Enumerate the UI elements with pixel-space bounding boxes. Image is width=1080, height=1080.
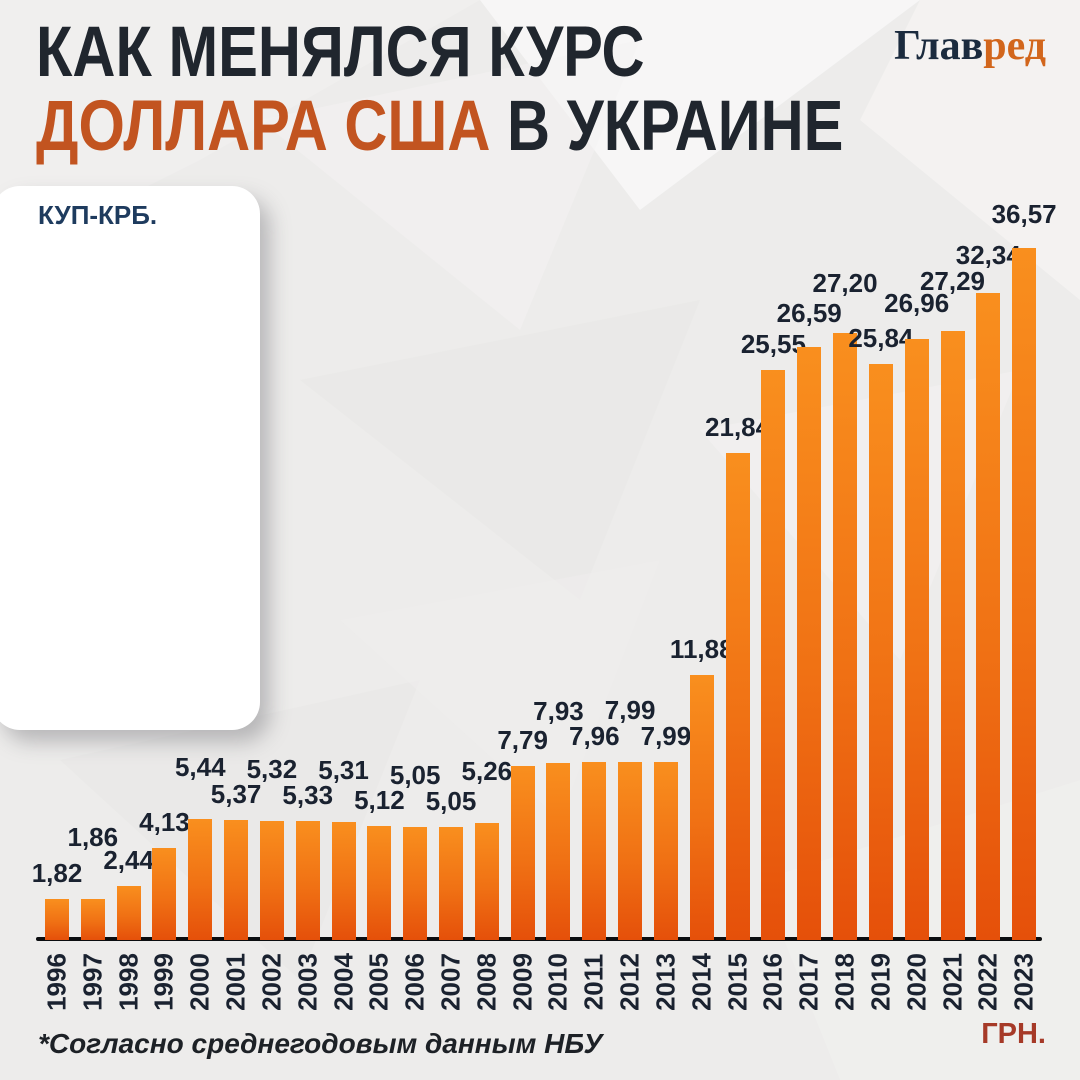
main-bar [188, 819, 213, 940]
main-year-label: 2020 [901, 953, 932, 1011]
main-bar [295, 821, 320, 940]
main-value-label: 5,05 [389, 760, 441, 790]
main-year-label: 1998 [113, 953, 144, 1011]
main-value-label: 25,84 [848, 323, 914, 353]
logo-text-accent: ред [983, 23, 1046, 69]
main-value-label: 21,84 [705, 412, 771, 442]
main-bar [510, 766, 535, 940]
main-value-label: 5,05 [425, 786, 477, 816]
main-bar [940, 331, 965, 940]
page-title: КАК МЕНЯЛСЯ КУРС ДОЛЛАРА США В УКРАИНЕ [36, 16, 997, 164]
main-value-label: 27,29 [919, 266, 986, 296]
main-year-label: 2010 [542, 953, 573, 1011]
main-year-label: 2016 [757, 953, 788, 1011]
inset-chart-title: КУП-КРБ. [38, 200, 158, 230]
main-value-label: 7,93 [533, 696, 584, 726]
main-value-label: 32,34 [955, 240, 1021, 270]
main-bar [1012, 248, 1037, 940]
main-year-label: 2019 [865, 953, 896, 1011]
main-value-label: 5,12 [354, 785, 405, 815]
main-value-label: 5,37 [210, 779, 262, 809]
main-year-label: 2023 [1008, 953, 1039, 1011]
main-bar [367, 826, 392, 940]
main-year-label: 2011 [578, 953, 609, 1011]
inset-card [0, 186, 260, 730]
main-value-label: 27,20 [812, 268, 878, 298]
main-year-label: 2015 [722, 953, 753, 1011]
title-line-2-rest: В УКРАИНЕ [490, 87, 844, 166]
main-bar [689, 675, 714, 940]
title-line-1: КАК МЕНЯЛСЯ КУРС [36, 13, 645, 92]
main-year-label: 2017 [793, 953, 824, 1011]
main-value-label: 36,57 [991, 199, 1057, 229]
main-year-label: 1999 [148, 953, 179, 1011]
main-year-label: 2021 [937, 953, 967, 1011]
main-bar [116, 886, 141, 940]
main-year-label: 2007 [435, 953, 466, 1011]
main-value-label: 7,96 [568, 721, 620, 751]
main-bar [331, 822, 356, 940]
main-year-label: 2014 [686, 953, 717, 1011]
main-year-label: 2002 [256, 953, 287, 1011]
main-year-label: 1997 [77, 953, 108, 1011]
main-year-label: 2018 [829, 953, 860, 1011]
main-bar [725, 453, 750, 940]
main-year-label: 2009 [507, 953, 538, 1011]
main-year-label: 1996 [41, 953, 72, 1011]
main-value-label: 5,44 [174, 752, 226, 782]
title-line-2: ДОЛЛАРА США В УКРАИНЕ [36, 90, 843, 164]
main-value-label: 7,79 [497, 725, 548, 755]
main-year-label: 2008 [471, 953, 502, 1011]
main-value-label: 1,82 [31, 858, 83, 888]
main-bar [259, 821, 284, 940]
main-bar [80, 899, 105, 940]
main-bar [904, 339, 929, 940]
main-year-label: 2003 [292, 953, 323, 1011]
main-value-label: 26,59 [776, 298, 842, 328]
main-bar [474, 823, 499, 940]
main-bar [439, 827, 464, 940]
main-value-label: 11,88 [669, 634, 734, 664]
main-bar [152, 848, 177, 940]
main-bar [403, 827, 428, 940]
main-bar [224, 820, 249, 940]
main-year-label: 2012 [614, 953, 645, 1011]
main-bar [797, 347, 822, 940]
main-year-label: 2005 [363, 953, 394, 1011]
brand-logo: Главред [894, 22, 1046, 70]
logo-text-primary: Глав [894, 23, 984, 69]
main-value-label: 5,31 [318, 755, 369, 785]
main-bar [976, 293, 1001, 940]
main-value-label: 5,33 [282, 780, 334, 810]
unit-label: ГРН. [981, 1018, 1046, 1050]
main-value-label: 5,26 [461, 756, 513, 786]
footnote: *Согласно среднегодовым данным НБУ [38, 1028, 603, 1059]
main-value-label: 7,99 [604, 695, 656, 725]
main-value-label: 25,55 [740, 329, 806, 359]
main-x-axis [36, 937, 1042, 941]
main-value-label: 2,44 [103, 845, 154, 875]
main-bar [618, 762, 643, 940]
main-value-label: 1,86 [67, 822, 119, 852]
main-bar [653, 762, 678, 940]
title-highlight: ДОЛЛАРА США [36, 87, 491, 166]
main-year-label: 2000 [184, 953, 215, 1011]
main-bar [761, 370, 786, 940]
main-bar [582, 762, 607, 940]
main-year-label: 2006 [399, 953, 430, 1011]
main-bar [868, 364, 893, 940]
main-bar [833, 333, 858, 940]
main-value-label: 26,96 [884, 288, 950, 318]
main-value-label: 7,99 [640, 721, 692, 751]
main-year-label: 2001 [220, 953, 251, 1011]
main-value-label: 4,13 [139, 807, 190, 837]
main-year-label: 2004 [328, 953, 359, 1011]
main-year-label: 2013 [650, 953, 681, 1011]
main-value-label: 5,32 [246, 754, 298, 784]
main-year-label: 2022 [972, 953, 1003, 1011]
main-bar [45, 899, 69, 940]
main-bar [546, 763, 571, 940]
